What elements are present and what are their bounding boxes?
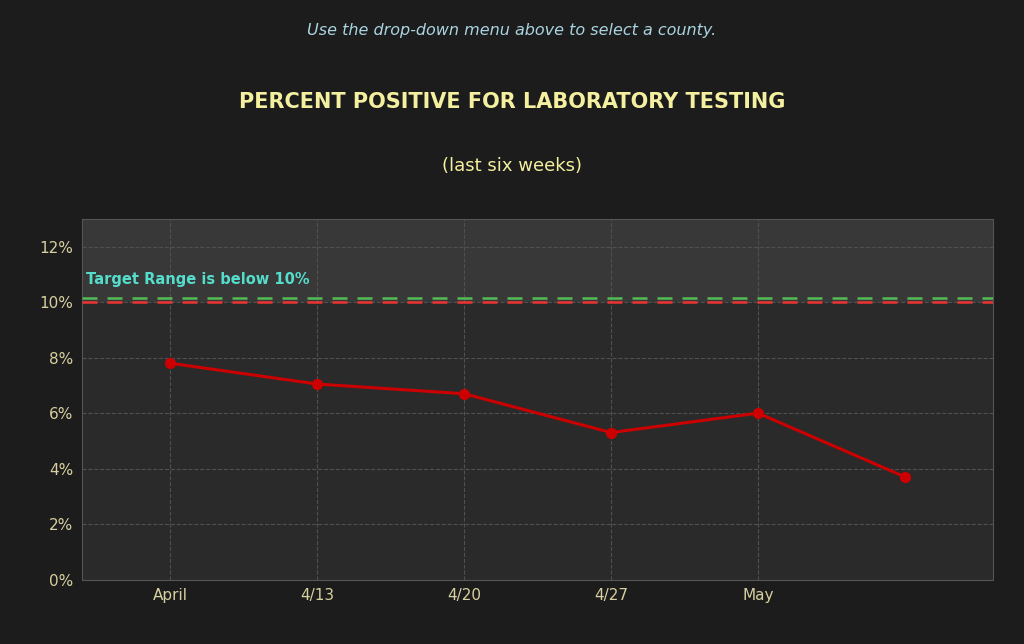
- Text: (last six weeks): (last six weeks): [442, 156, 582, 175]
- Point: [603, 428, 620, 438]
- Point: [750, 408, 766, 419]
- Point: [456, 388, 472, 399]
- Text: PERCENT POSITIVE FOR LABORATORY TESTING: PERCENT POSITIVE FOR LABORATORY TESTING: [239, 91, 785, 112]
- Bar: [82, 219, 993, 302]
- Text: Use the drop-down menu above to select a county.: Use the drop-down menu above to select a…: [307, 23, 717, 38]
- Point: [309, 379, 326, 389]
- Point: [897, 472, 913, 482]
- Point: [162, 358, 178, 368]
- Text: Target Range is below 10%: Target Range is below 10%: [86, 272, 310, 287]
